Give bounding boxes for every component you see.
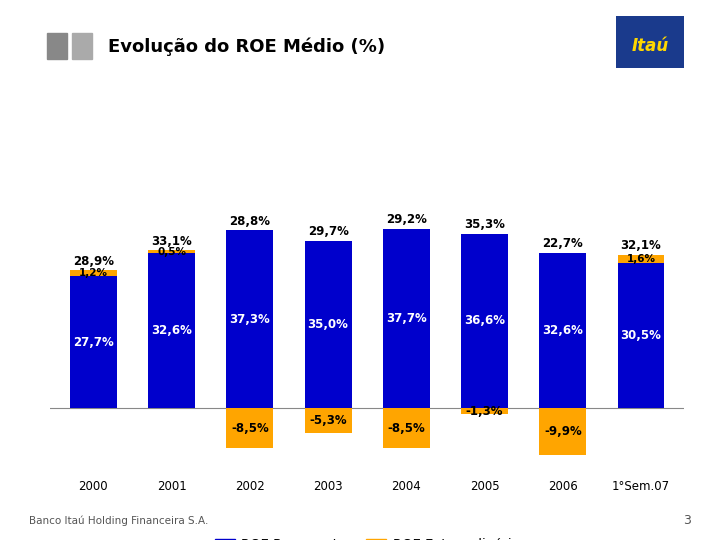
- Bar: [539, 253, 586, 408]
- Bar: [148, 251, 195, 253]
- Text: 29,7%: 29,7%: [307, 226, 348, 239]
- Text: 32,1%: 32,1%: [621, 239, 662, 252]
- Bar: [461, 408, 508, 414]
- Text: 37,3%: 37,3%: [230, 313, 270, 326]
- FancyBboxPatch shape: [613, 15, 686, 69]
- Bar: [618, 263, 665, 408]
- Text: 28,9%: 28,9%: [73, 254, 114, 267]
- Bar: [148, 253, 195, 408]
- Bar: [305, 241, 351, 408]
- Text: 32,6%: 32,6%: [542, 324, 583, 337]
- Bar: [461, 234, 508, 408]
- Text: 27,7%: 27,7%: [73, 335, 114, 348]
- Bar: [226, 408, 274, 448]
- Text: 36,6%: 36,6%: [464, 314, 505, 327]
- Bar: [539, 408, 586, 455]
- Text: 35,0%: 35,0%: [307, 318, 348, 331]
- Text: Evolução do ROE Médio (%): Evolução do ROE Médio (%): [108, 38, 385, 56]
- Bar: [70, 271, 117, 276]
- Text: Itaú: Itaú: [631, 37, 668, 55]
- Bar: [383, 408, 430, 448]
- Text: -8,5%: -8,5%: [231, 422, 269, 435]
- Text: Banco Itaú Holding Financeira S.A.: Banco Itaú Holding Financeira S.A.: [29, 516, 208, 526]
- Text: 3: 3: [683, 514, 691, 526]
- Bar: [305, 408, 351, 433]
- Text: 32,6%: 32,6%: [151, 324, 192, 337]
- Text: 33,1%: 33,1%: [151, 234, 192, 247]
- Bar: [226, 231, 274, 408]
- Text: -9,9%: -9,9%: [544, 425, 582, 438]
- Text: 0,5%: 0,5%: [157, 247, 186, 256]
- Bar: [383, 228, 430, 408]
- Text: -8,5%: -8,5%: [387, 422, 426, 435]
- Text: 1,6%: 1,6%: [626, 254, 655, 264]
- Text: -5,3%: -5,3%: [310, 414, 347, 427]
- Bar: [618, 255, 665, 263]
- Bar: [70, 276, 117, 408]
- Text: 30,5%: 30,5%: [621, 329, 662, 342]
- Text: 35,3%: 35,3%: [464, 218, 505, 231]
- Text: 29,2%: 29,2%: [386, 213, 427, 226]
- Text: -1,3%: -1,3%: [466, 404, 503, 417]
- Legend: ROE Recorrente, ROE Extraordinário: ROE Recorrente, ROE Extraordinário: [210, 532, 525, 540]
- Text: 37,7%: 37,7%: [386, 312, 427, 325]
- Text: 1,2%: 1,2%: [79, 268, 108, 278]
- Text: 28,8%: 28,8%: [230, 214, 271, 227]
- Text: 22,7%: 22,7%: [542, 237, 583, 250]
